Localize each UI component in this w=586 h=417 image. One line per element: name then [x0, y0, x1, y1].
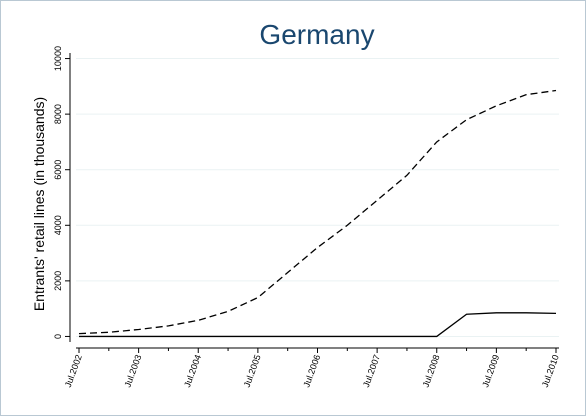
x-tick-label: Jul.2010	[540, 353, 561, 388]
x-tick-label: Jul.2008	[421, 353, 442, 388]
series-line-dashed	[78, 89, 557, 335]
x-tick-label: Jul.2007	[361, 353, 382, 388]
series-lines	[78, 89, 557, 338]
series-line-solid	[79, 312, 557, 338]
y-tick-label: 8000	[53, 104, 63, 124]
x-tick-label: Jul.2009	[480, 353, 501, 388]
y-tick-label: 4000	[53, 215, 63, 235]
y-tick-label: 6000	[53, 160, 63, 180]
x-axis-ticks: Jul.2002 Jul.2003 Jul.2004 Jul.2005 Jul.2006…	[63, 348, 561, 389]
gridlines	[76, 58, 559, 337]
x-tick-label: Jul.2003	[122, 353, 143, 388]
x-tick-label: Jul.2006	[301, 353, 322, 388]
chart-title: Germany	[259, 19, 374, 50]
x-tick-label: Jul.2002	[63, 353, 84, 388]
x-tick-label: Jul.2005	[242, 353, 263, 388]
y-tick-label: 10000	[53, 46, 63, 71]
y-axis-label: Entrants' retail lines (in thousands)	[31, 97, 47, 311]
y-axis-ticks: 0 2000 4000 6000 8000 10000	[53, 46, 70, 339]
y-tick-label: 2000	[53, 271, 63, 291]
x-tick-label: Jul.2004	[182, 353, 203, 388]
y-tick-label: 0	[53, 334, 63, 339]
